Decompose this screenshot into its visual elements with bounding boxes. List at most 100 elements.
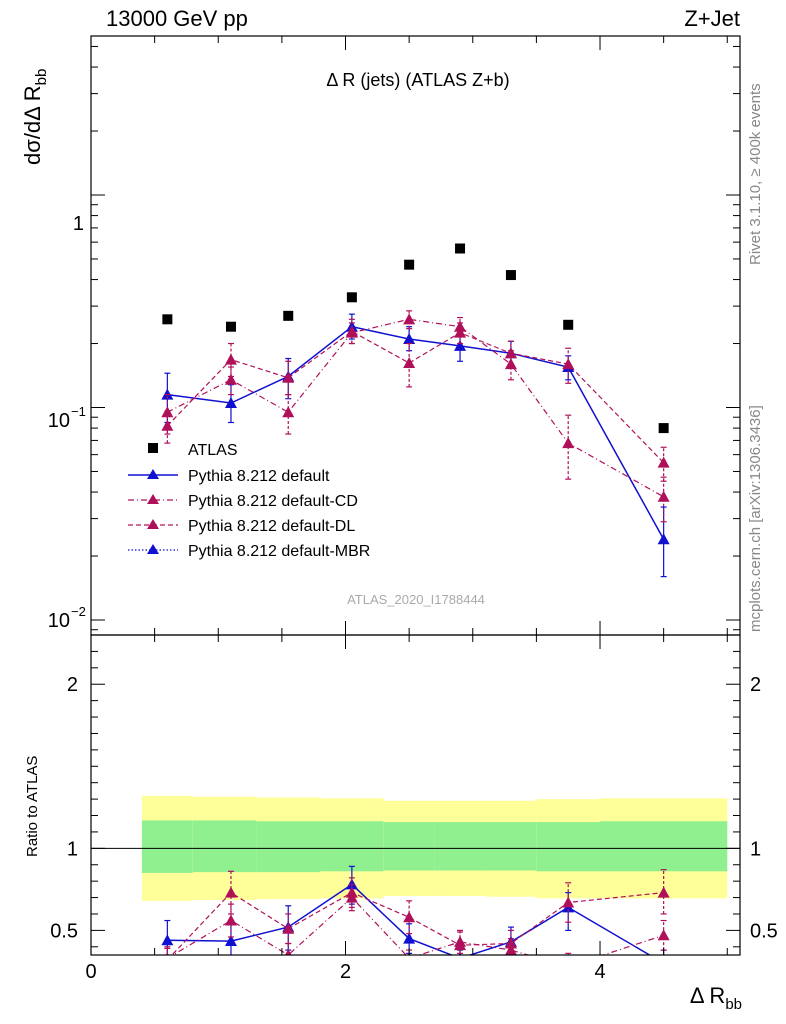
uncertainty-band-inner — [600, 821, 728, 872]
marker-pythia-8-212-default-cd — [657, 490, 670, 502]
marker-pythia-8-212-default-dl — [454, 326, 467, 338]
marker-pythia-8-212-default — [454, 339, 467, 351]
ratio-ytick-label: 1 — [67, 838, 78, 860]
svg-text:ATLAS: ATLAS — [188, 442, 238, 459]
ratio-marker-pythia-8-212-default-dl — [282, 922, 295, 934]
marker-pythia-8-212-default-dl — [282, 371, 295, 383]
xtick-label: 2 — [340, 961, 351, 983]
ratio-marker-pythia-8-212-default-dl — [562, 896, 575, 908]
ratio-marker-pythia-8-212-default-dl — [403, 911, 416, 923]
marker-atlas — [404, 259, 415, 270]
uncertainty-band-inner — [383, 822, 435, 871]
marker-atlas — [346, 292, 357, 303]
marker-pythia-8-212-default-dl — [504, 347, 517, 359]
marker-pythia-8-212-default-cd — [504, 358, 517, 370]
ytick-label-1: 1 — [73, 213, 84, 235]
svg-text:−2: −2 — [71, 604, 86, 619]
ratio-marker-pythia-8-212-default — [658, 957, 670, 968]
svg-text:10: 10 — [48, 610, 70, 632]
ratio-marker-pythia-8-212-default — [224, 935, 237, 947]
marker-pythia-8-212-default-dl — [345, 325, 358, 337]
legend-item-default-mbr: Pythia 8.212 default-MBR — [128, 543, 370, 560]
marker-atlas — [563, 319, 574, 330]
ratio-ytick-label-right: 2 — [750, 674, 761, 696]
main-panel: 1 10 −1 10 −2 dσ/dΔ Rbb Δ R (jets) (ATLA… — [20, 35, 741, 636]
plot-title: Δ R (jets) (ATLAS Z+b) — [326, 70, 509, 90]
marker-atlas — [455, 243, 466, 254]
main-data-marks — [161, 243, 670, 578]
line-pythia-8-212-default-cd — [167, 318, 664, 498]
ratio-axis-ticks: 0.5 0.5 1 1 2 2 0 2 4 — [50, 634, 778, 983]
marker-pythia-8-212-default-cd — [562, 437, 575, 449]
ratio-marker-pythia-8-212-default-cd — [562, 960, 574, 971]
marker-pythia-8-212-default-cd — [224, 373, 237, 385]
marker-atlas — [658, 423, 669, 434]
ratio-panel: 0.5 0.5 1 1 2 2 0 2 4 Ratio to ATLAS Δ Rbb — [24, 634, 778, 1013]
watermark: ATLAS_2020_I1788444 — [347, 592, 485, 607]
ratio-marker-pythia-8-212-default-dl — [454, 939, 467, 951]
ratio-marker-pythia-8-212-default-dl — [224, 886, 237, 898]
ratio-line-pythia-8-212-default-dl — [171, 891, 664, 955]
ratio-series-group — [161, 865, 670, 971]
marker-pythia-8-212-default-dl — [562, 358, 575, 370]
legend-item-default-cd: Pythia 8.212 default-CD — [128, 493, 358, 510]
uncertainty-band-inner — [256, 821, 321, 873]
svg-text:−1: −1 — [71, 404, 86, 419]
uncertainty-band-inner — [320, 821, 384, 872]
ratio-marker-pythia-8-212-default-dl — [657, 886, 670, 898]
marker-pythia-8-212-default — [657, 533, 670, 545]
marker-atlas — [225, 321, 236, 332]
header-left: 13000 GeV pp — [106, 6, 248, 31]
svg-text:Pythia 8.212 default-MBR: Pythia 8.212 default-MBR — [188, 543, 370, 560]
main-axis-ticks — [90, 36, 740, 635]
rivet-label: Rivet 3.1.10, ≥ 400k events — [747, 83, 764, 265]
marker-pythia-8-212-default-cd — [403, 313, 416, 325]
header-right: Z+Jet — [684, 6, 740, 31]
marker-pythia-8-212-default-dl — [403, 356, 416, 368]
legend-item-atlas: ATLAS — [148, 442, 238, 459]
ratio-ytick-label-right: 0.5 — [750, 920, 778, 942]
uncertainty-band-inner — [192, 820, 257, 873]
uncertainty-band-inner — [485, 822, 537, 871]
marker-atlas — [505, 270, 516, 281]
ratio-marker-pythia-8-212-default-cd — [284, 949, 292, 955]
ratio-line-pythia-8-212-default-cd — [171, 896, 664, 955]
marker-pythia-8-212-default-dl — [224, 353, 237, 365]
ratio-marker-pythia-8-212-default-cd — [224, 914, 237, 926]
ytick-label-0.1: 10 −1 — [48, 404, 86, 432]
svg-text:10: 10 — [48, 410, 70, 432]
ratio-marker-pythia-8-212-default-dl — [345, 886, 358, 898]
ratio-ytick-label-right: 1 — [750, 838, 761, 860]
ratio-ytick-label: 0.5 — [50, 920, 78, 942]
main-ylabel: dσ/dΔ Rbb — [20, 69, 50, 165]
legend-item-default-dl: Pythia 8.212 default-DL — [128, 518, 355, 535]
legend-item-default: Pythia 8.212 default — [128, 468, 330, 485]
xaxis-title: Δ Rbb — [690, 983, 742, 1013]
uncertainty-band-inner — [536, 822, 601, 872]
svg-text:Pythia 8.212 default-DL: Pythia 8.212 default-DL — [188, 518, 355, 535]
marker-pythia-8-212-default — [224, 396, 237, 408]
marker-pythia-8-212-default-cd — [282, 406, 295, 418]
marker-atlas — [283, 310, 294, 321]
ratio-marker-pythia-8-212-default-dl — [504, 937, 517, 949]
uncertainty-band-inner — [141, 820, 193, 873]
marker-atlas — [162, 314, 173, 325]
ratio-ytick-label: 2 — [67, 674, 78, 696]
uncertainty-band-inner — [434, 822, 486, 871]
ratio-marker-pythia-8-212-default-cd — [657, 929, 670, 941]
mcplots-label: mcplots.cern.ch [arXiv:1306.3436] — [747, 405, 764, 632]
marker-pythia-8-212-default-dl — [161, 419, 174, 431]
ratio-frame — [90, 634, 741, 956]
ratio-marker-pythia-8-212-default — [403, 932, 416, 944]
svg-text:Pythia 8.212 default: Pythia 8.212 default — [188, 468, 330, 485]
svg-text:Pythia 8.212 default-CD: Pythia 8.212 default-CD — [188, 493, 358, 510]
xtick-label: 0 — [85, 961, 96, 983]
ratio-marker-pythia-8-212-default — [161, 934, 174, 946]
ratio-data-marks — [161, 865, 670, 971]
ratio-bands — [91, 795, 740, 901]
line-pythia-8-212-default-dl — [166, 330, 665, 464]
ytick-label-0.01: 10 −2 — [48, 604, 86, 632]
ratio-ylabel: Ratio to ATLAS — [24, 756, 41, 857]
marker-pythia-8-212-default — [403, 333, 416, 345]
